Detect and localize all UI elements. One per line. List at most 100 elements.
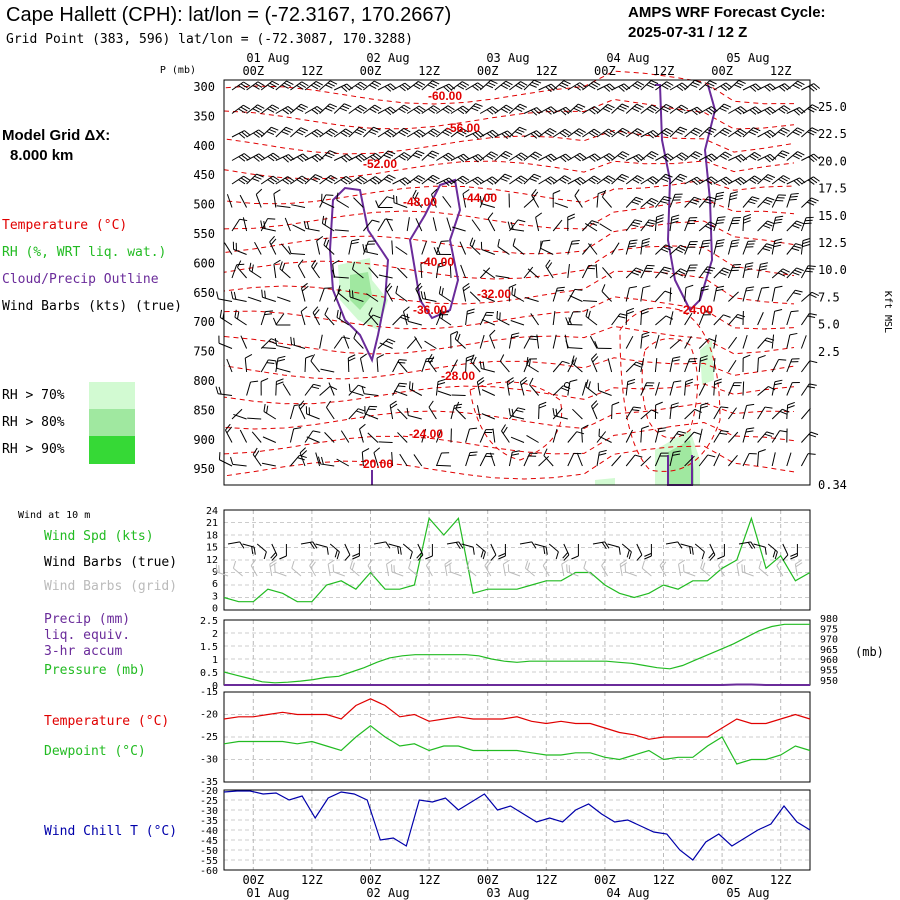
wind-barb-flag: [700, 358, 708, 362]
wind-barb-shaft: [465, 176, 479, 185]
wind-barb: [465, 451, 478, 467]
rh-shading-patch: [350, 272, 372, 310]
wind-barb: [290, 175, 309, 185]
wind-barb-shaft: [584, 222, 598, 232]
wind-barb-shaft: [625, 454, 636, 467]
wind10m-title: Wind at 10 m: [18, 510, 91, 521]
wind-barb-shaft: [582, 106, 595, 114]
wind-barb-flag: [299, 83, 307, 88]
wind-barb-flag: [301, 282, 308, 289]
wind-barb: [625, 406, 642, 420]
wind-barb-shaft: [436, 83, 450, 91]
wind-barb-flag: [288, 246, 292, 254]
wind-barb: [728, 106, 747, 115]
wind-barb-shaft: [640, 104, 653, 114]
wind-barb-shaft: [231, 175, 244, 185]
wind-barb-flag: [737, 107, 745, 114]
wind-barb-shaft: [377, 83, 391, 91]
wind-barb-flag: [282, 109, 289, 115]
wind-barb-shaft: [771, 105, 785, 114]
wind-barb-flag: [561, 177, 569, 182]
wind-barb-flag: [571, 555, 579, 560]
wind-barb-shaft: [678, 564, 682, 577]
wind-barb-shaft: [757, 83, 771, 91]
wind-barb: [536, 334, 540, 349]
wind-barb-flag: [603, 178, 611, 184]
wind-barb-shaft: [538, 153, 552, 161]
wind-barb-shaft: [625, 103, 637, 114]
wind-barb-shaft: [502, 564, 506, 577]
wind-barb-flag: [797, 127, 805, 132]
wind-barb-flag: [720, 85, 727, 91]
wind-barb: [231, 104, 251, 114]
wind-barb-shaft: [800, 313, 810, 326]
wind-barb-grid: [291, 560, 302, 577]
wind-barb-flag: [641, 244, 650, 248]
wind-barb: [378, 274, 393, 279]
wind-barb: [786, 382, 800, 396]
wind-barb-flag: [722, 84, 730, 90]
wind-barb-flag: [376, 354, 385, 359]
height-tick-label: 15.0: [818, 209, 847, 223]
wind-speed-tick: 9: [212, 567, 218, 578]
wind-barb-shaft: [333, 571, 345, 577]
wind-barb-flag: [432, 174, 440, 180]
wind-barb-shaft: [391, 451, 394, 467]
wind-barb-flag: [708, 196, 716, 200]
wind-barb: [399, 453, 408, 467]
wind-barb-shaft: [275, 126, 287, 138]
wind-barb-flag: [573, 357, 577, 366]
wind-barb-flag: [427, 84, 435, 89]
wind-barb: [337, 285, 350, 302]
height-tick-label: 10.0: [818, 263, 847, 277]
wind-barb-flag: [316, 129, 324, 135]
wind-barb-flag: [414, 192, 419, 200]
wind-barb-flag: [752, 84, 759, 91]
wind-barb-shaft: [669, 287, 672, 302]
wind-barb-shaft: [291, 343, 306, 349]
wind-barb-flag: [401, 84, 409, 90]
wind-barb-flag: [239, 218, 248, 222]
temperature-contour-label: -28.00: [441, 369, 475, 383]
wind-barb-flag: [576, 130, 584, 135]
wind-barb: [654, 452, 669, 467]
wind-barb-flag: [489, 107, 497, 114]
wind-barb-flag: [715, 194, 724, 198]
wind-barb-shaft: [304, 430, 314, 443]
wind-barb-shaft: [536, 334, 540, 349]
wind-barb-shaft: [728, 80, 740, 91]
wind-barb-shaft: [321, 200, 335, 208]
wind-barb: [576, 452, 583, 467]
wind-barb-flag: [357, 106, 365, 112]
wind-barb-flag: [714, 378, 722, 382]
wind-barb-shaft: [329, 543, 340, 553]
precip-tick: 1: [212, 655, 218, 666]
wind-barb: [640, 307, 649, 326]
wind-barb-flag: [690, 155, 698, 160]
wind-barb: [247, 417, 262, 420]
wind-barb-flag: [733, 84, 742, 89]
wind-barb-shaft: [275, 313, 285, 326]
wind-barb-shaft: [607, 358, 613, 373]
wind-barb-flag: [637, 128, 645, 133]
wind-barb-flag: [413, 178, 421, 184]
wind-barb-shaft: [771, 408, 783, 420]
temperature-contour: [223, 357, 795, 380]
wind-barb-flag: [530, 109, 538, 116]
wind-barb-flag: [692, 129, 700, 134]
wind-barb-flag: [591, 353, 598, 360]
wind-barb-shaft: [378, 274, 393, 279]
wind-barb: [640, 219, 657, 232]
wind-barb: [531, 188, 540, 208]
wind-barb-flag: [533, 79, 542, 84]
wind-barb-flag: [754, 175, 762, 181]
wind-barb: [582, 175, 601, 185]
wind-barb: [391, 451, 394, 467]
wind-barb-shaft: [428, 406, 437, 420]
wind-barb-shaft: [501, 430, 510, 443]
wind-barb-flag: [758, 449, 766, 453]
wind-barb-flag: [520, 379, 528, 386]
wind-barb-shaft: [625, 335, 634, 349]
wind-barb-flag: [477, 176, 485, 183]
wind-barb-shaft: [276, 205, 291, 208]
